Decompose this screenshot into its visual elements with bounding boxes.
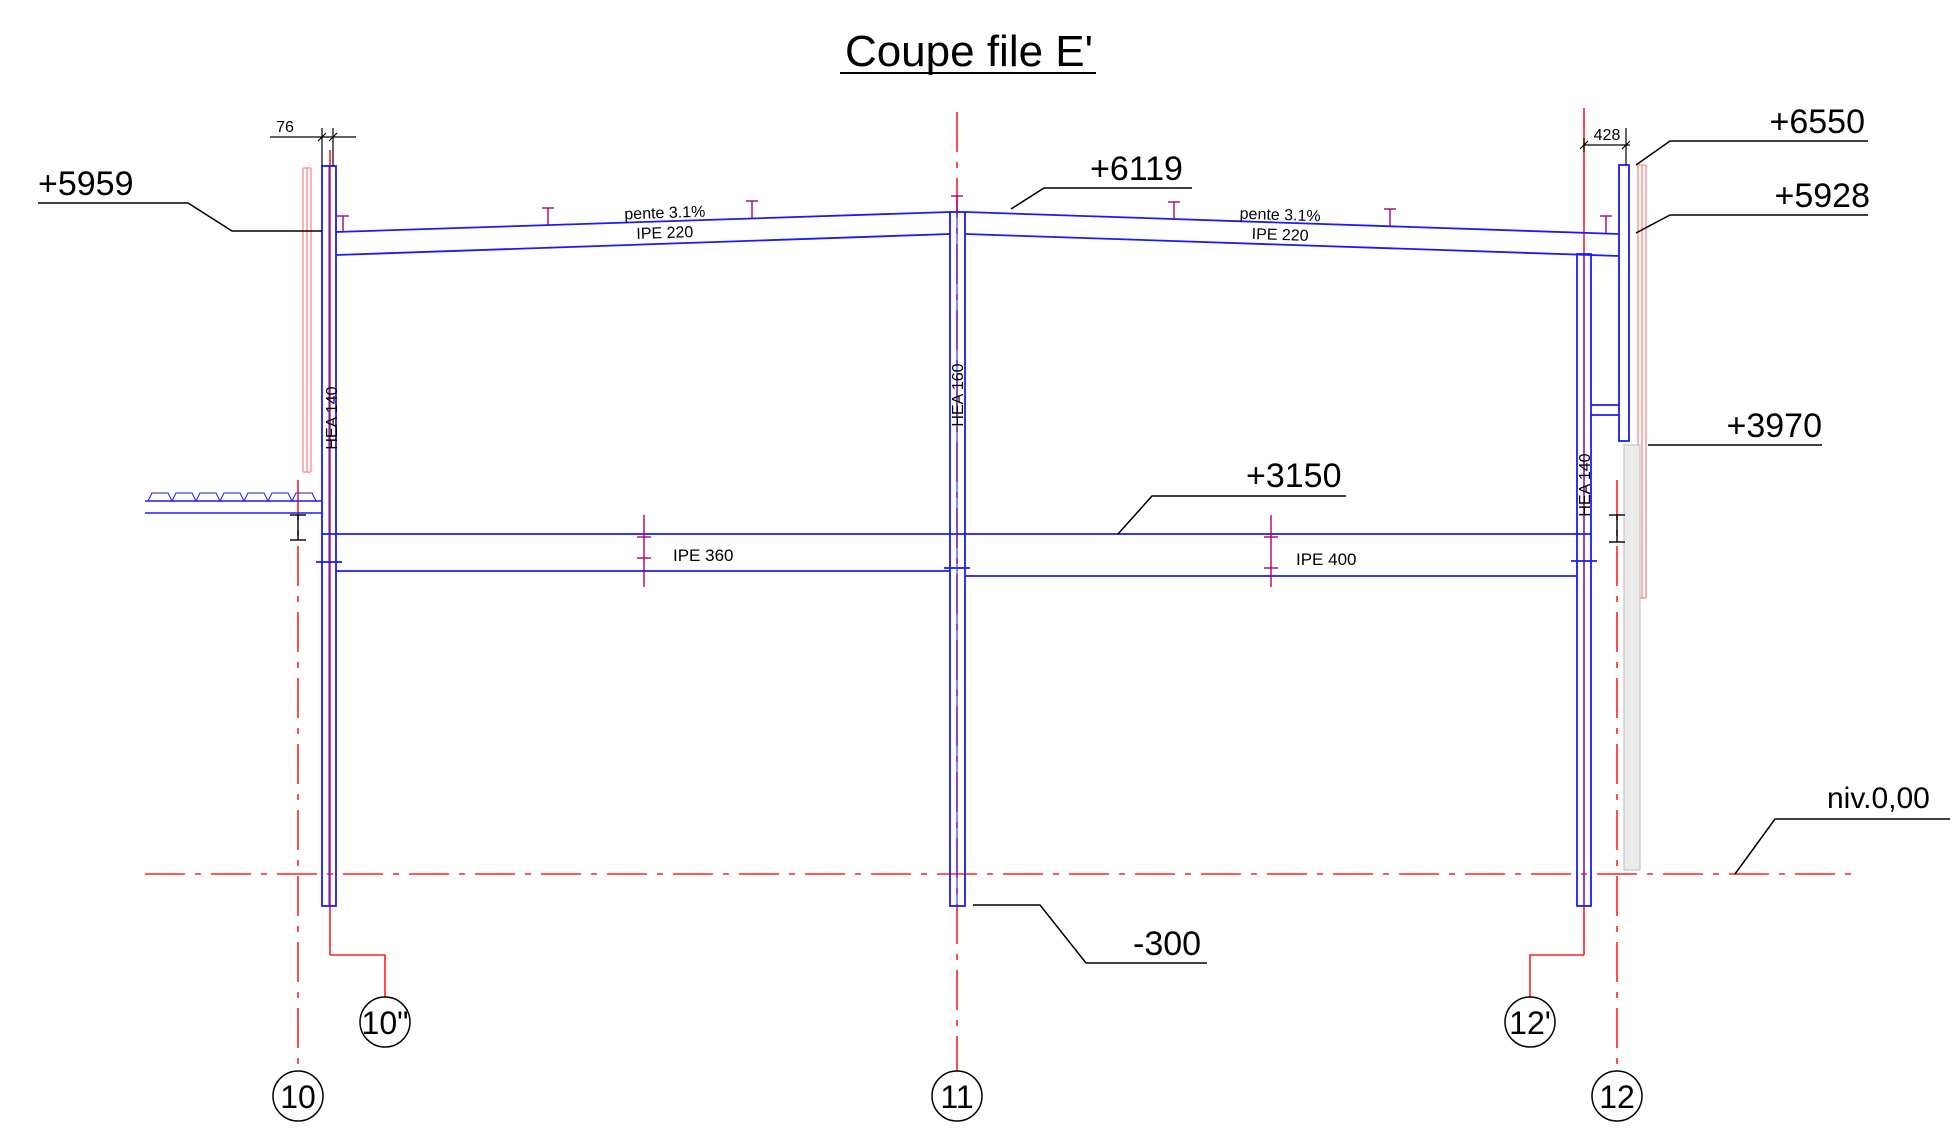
- right-dimension-value: 428: [1594, 127, 1621, 144]
- axis-bubble-12b: 12': [1504, 996, 1556, 1048]
- right-dimension: [1579, 128, 1631, 165]
- axis-bubble-11: 11: [931, 1070, 983, 1122]
- base-leader: [973, 904, 1207, 964]
- roof-rafters: [335, 211, 1620, 257]
- right-eave-leader: [1635, 214, 1868, 234]
- right-rafter-top: [964, 211, 1620, 235]
- axis-bubble-10: 10: [272, 1070, 324, 1122]
- right-column-label: HEA 140: [1577, 453, 1594, 516]
- left-cladding: [302, 167, 312, 473]
- ridge-leader: [1010, 187, 1192, 210]
- axis-label-11: 11: [940, 1079, 973, 1115]
- floor-beam-sections: [637, 515, 1278, 587]
- level-left-top: +5959: [38, 165, 134, 203]
- left-dimension: [270, 128, 356, 166]
- floor-leader: [1117, 495, 1346, 535]
- axis-label-12b: 12': [1509, 1005, 1551, 1041]
- middle-column: [949, 211, 966, 907]
- right-column: [1576, 253, 1592, 907]
- level-right-top: +6550: [1770, 103, 1866, 141]
- left-column-label: HEA 140: [324, 386, 341, 449]
- right-slope-label: pente 3.1%: [1239, 206, 1320, 226]
- right-wall-marker: [1609, 514, 1625, 543]
- middle-column-label: HEA 160: [950, 363, 967, 426]
- left-dimension-value: 76: [276, 119, 294, 136]
- right-floor-beam-label: IPE 400: [1296, 550, 1357, 569]
- ground-leader: [1734, 818, 1950, 875]
- right-rafter-label: IPE 220: [1251, 226, 1309, 245]
- right-top-leader: [1635, 140, 1868, 166]
- left-rafter-bottom: [335, 233, 951, 256]
- axis-10b-leader: [330, 954, 386, 998]
- roof-purlins: [337, 195, 1612, 233]
- level-floor: +3150: [1246, 457, 1342, 495]
- axis-12b-leader: [1529, 954, 1584, 1002]
- left-rafter-top: [335, 211, 951, 233]
- level-right-eave: +5928: [1775, 177, 1871, 215]
- drawing-title: Coupe file E': [845, 27, 1093, 76]
- left-slope-label: pente 3.1%: [624, 204, 705, 224]
- axis-bubble-10b: 10": [359, 996, 411, 1048]
- left-top-leader: [38, 202, 322, 232]
- right-wall-concrete: [1623, 444, 1641, 871]
- left-rafter-label: IPE 220: [636, 224, 694, 243]
- right-parapet: [1591, 164, 1630, 442]
- level-ground: niv.0,00: [1827, 782, 1930, 815]
- left-slab: [145, 492, 322, 541]
- level-base: -300: [1133, 925, 1201, 963]
- axis-label-10: 10: [280, 1079, 316, 1115]
- level-right-bracket: +3970: [1727, 407, 1823, 445]
- left-column: [321, 165, 337, 907]
- right-rafter-bottom: [964, 233, 1620, 257]
- left-floor-beam-label: IPE 360: [673, 546, 734, 565]
- level-ridge: +6119: [1090, 150, 1183, 188]
- axis-label-12: 12: [1599, 1079, 1635, 1115]
- level-leaders: [38, 140, 1950, 964]
- axis-label-10b: 10": [362, 1005, 409, 1041]
- axis-bubble-12: 12: [1591, 1070, 1643, 1122]
